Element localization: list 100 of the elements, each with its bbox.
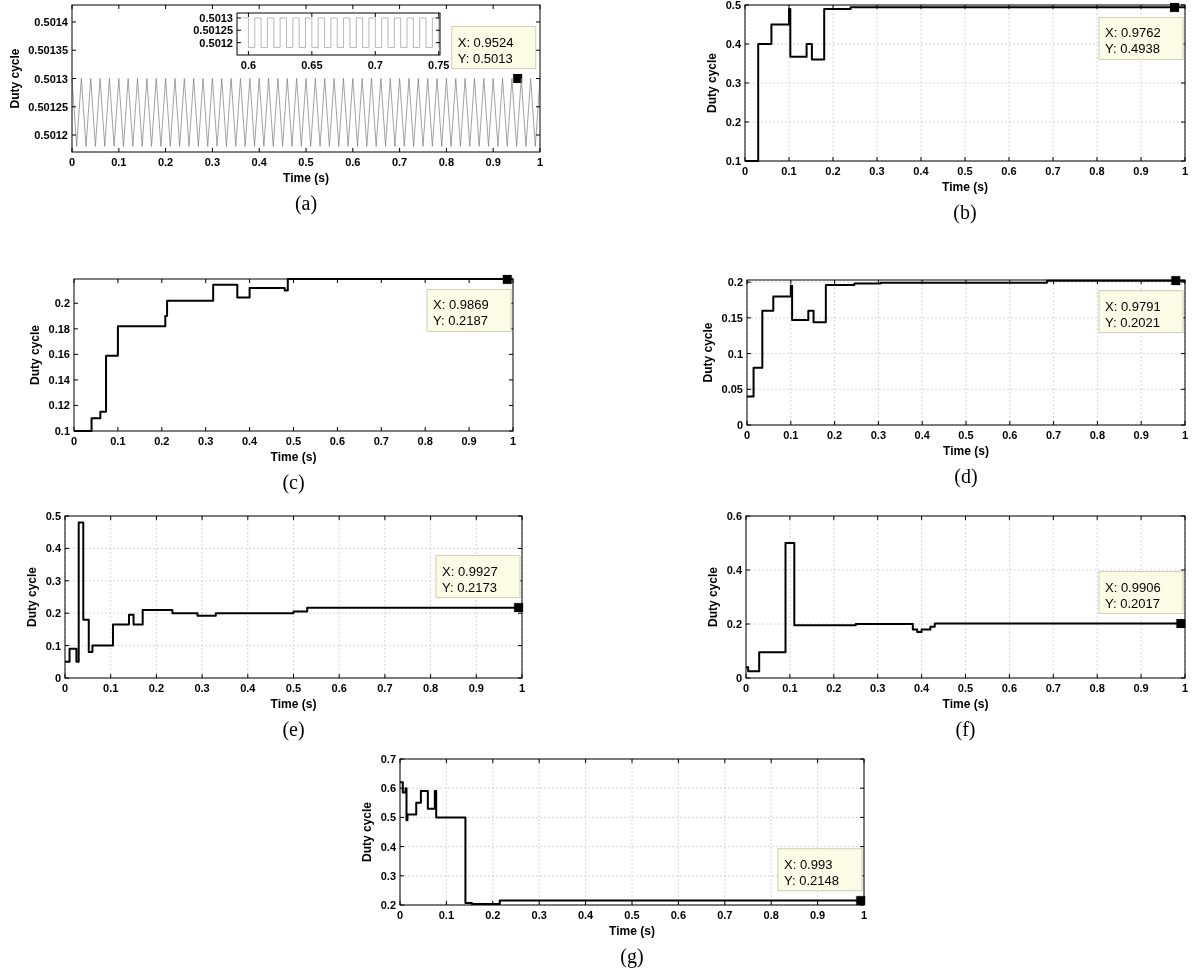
y-tick-label: 0.16 xyxy=(48,348,70,361)
x-tick-label: 0 xyxy=(743,429,751,441)
text: (b) xyxy=(953,201,977,224)
annotation: X: 0.9869 Y: 0.2187 xyxy=(433,297,489,329)
x-tick-label: 0.4 xyxy=(913,682,931,694)
y-tick-label: 0.50125 xyxy=(28,100,68,113)
y-tick-label: 0.2 xyxy=(727,276,743,289)
x-tick-label: 0.9 xyxy=(461,435,477,447)
text: (d) xyxy=(954,465,978,488)
x-tick-label: 1 xyxy=(509,435,517,447)
annotation: X: 0.9906 Y: 0.2017 xyxy=(1105,579,1161,611)
x-tick-label: 0.5 xyxy=(285,435,302,447)
y-tick-label: 0.5 xyxy=(380,811,396,824)
x-tick-label: 0.2 xyxy=(826,682,842,694)
y-tick-label: 0.2 xyxy=(725,116,741,128)
x-tick-label: 0 xyxy=(396,909,404,921)
y-tick-label: 0.2 xyxy=(726,618,742,630)
x-tick-label: 0.3 xyxy=(869,165,885,177)
x-tick-label: 1 xyxy=(1181,429,1189,441)
x-tick-label: 0.4 xyxy=(913,165,930,177)
y-tick-label: 0.4 xyxy=(725,38,742,50)
annotation: X: 0.993 Y: 0.2148 xyxy=(784,856,839,888)
x-tick-label: 0.3 xyxy=(870,682,886,694)
x-tick-label: 0.3 xyxy=(531,909,547,921)
y-tick-label: 0.05 xyxy=(721,383,743,396)
x-tick-label: 0.7 xyxy=(367,59,383,71)
y-tick-label: 0.2 xyxy=(54,297,70,310)
x-tick-label: 0.6 xyxy=(345,156,361,168)
x-tick-label: 0.5 xyxy=(285,682,302,694)
x-tick-label: 0.9 xyxy=(468,682,484,694)
x-tick-label: 1 xyxy=(860,909,868,921)
x-tick-label: 0.9 xyxy=(809,909,826,921)
x-tick-label: 0.7 xyxy=(391,156,408,168)
x-tick-label: 0.9 xyxy=(485,156,501,168)
text: (e) xyxy=(282,718,305,741)
x-tick-label: 0.6 xyxy=(1001,682,1018,694)
y-tick-label: 0.15 xyxy=(721,311,743,324)
x-tick-label: 0.4 xyxy=(251,156,268,168)
y-tick-label: 0.5013 xyxy=(199,11,233,24)
y-tick-label: 0.3 xyxy=(45,574,61,587)
x-tick-label: 0.2 xyxy=(154,435,170,447)
x-axis-title: Time (s) xyxy=(609,924,655,938)
y-tick-label: 0 xyxy=(54,672,61,684)
x-tick-label: 0.7 xyxy=(1045,429,1062,441)
x-tick-label: 0.2 xyxy=(148,682,165,694)
annotation: X: 0.9762 Y: 0.4938 xyxy=(1105,25,1161,57)
y-tick-label: 0.1 xyxy=(45,639,61,652)
y-axis-title: Duty cycle xyxy=(705,52,720,114)
annotation: X: 0.9524 Y: 0.5013 xyxy=(457,34,514,66)
x-tick-label: 0.5 xyxy=(957,682,974,694)
x-tick-label: 0.65 xyxy=(301,59,323,71)
y-tick-label: 0.5012 xyxy=(34,129,68,142)
x-axis-title: Time (s) xyxy=(943,444,989,458)
y-tick-label: 0.50135 xyxy=(28,44,68,57)
x-tick-label: 1 xyxy=(536,156,544,168)
x-tick-label: 0.1 xyxy=(783,429,799,441)
x-tick-label: 0.9 xyxy=(1133,429,1149,441)
x-tick-label: 0 xyxy=(70,435,78,447)
y-tick-label: 0.6 xyxy=(726,510,742,522)
x-axis-title: Time (s) xyxy=(283,171,329,185)
text: (c) xyxy=(282,471,305,494)
x-axis-title: Time (s) xyxy=(942,180,988,194)
x-tick-label: 0.6 xyxy=(240,59,257,71)
y-tick-label: 0 xyxy=(735,672,742,684)
x-tick-label: 0.5 xyxy=(957,165,973,177)
y-tick-label: 0.6 xyxy=(380,782,396,795)
y-tick-label: 0 xyxy=(736,419,743,431)
y-tick-label: 0.14 xyxy=(48,373,71,386)
text: (f) xyxy=(955,718,976,741)
y-tick-label: 0.5013 xyxy=(34,72,68,85)
x-tick-label: 0.1 xyxy=(781,165,797,177)
x-tick-label: 0.1 xyxy=(438,909,455,921)
x-tick-label: 0.5 xyxy=(624,909,640,921)
x-tick-label: 0.8 xyxy=(1089,429,1106,441)
y-axis-title: Duty cycle xyxy=(28,324,43,386)
y-axis-title: Duty cycle xyxy=(360,801,375,863)
x-tick-label: 0.8 xyxy=(1089,682,1105,694)
x-tick-label: 0.2 xyxy=(826,429,843,441)
x-tick-label: 0.5 xyxy=(958,429,974,441)
x-tick-label: 1 xyxy=(1181,682,1189,694)
y-tick-label: 0.3 xyxy=(725,77,741,89)
annotation: X: 0.9791 Y: 0.2021 xyxy=(1105,298,1161,330)
x-tick-label: 0.8 xyxy=(438,156,455,168)
x-tick-label: 0.2 xyxy=(485,909,501,921)
x-tick-label: 0.6 xyxy=(1002,429,1018,441)
y-tick-label: 0.2 xyxy=(380,899,396,911)
x-tick-label: 0.1 xyxy=(110,435,126,447)
x-tick-label: 0.75 xyxy=(428,59,450,71)
x-tick-label: 0.1 xyxy=(111,156,127,168)
x-tick-label: 0.8 xyxy=(417,435,433,447)
x-axis-title: Time (s) xyxy=(270,697,317,711)
x-axis-title: Time (s) xyxy=(270,450,317,464)
y-axis-title: Duty cycle xyxy=(701,322,716,383)
x-axis-title: Time (s) xyxy=(942,697,989,711)
x-tick-label: 1 xyxy=(518,682,526,694)
y-tick-label: 0.1 xyxy=(727,347,743,360)
x-tick-label: 0.6 xyxy=(329,435,346,447)
y-tick-label: 0.5014 xyxy=(34,15,69,28)
x-tick-label: 0.7 xyxy=(1045,165,1061,177)
x-tick-label: 0.8 xyxy=(1089,165,1105,177)
